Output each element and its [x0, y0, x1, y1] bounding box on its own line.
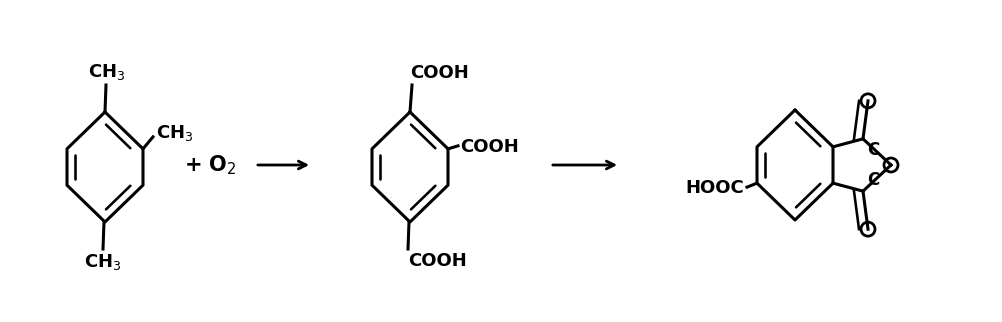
Text: CH$_3$: CH$_3$ — [88, 62, 125, 82]
Text: CH$_3$: CH$_3$ — [156, 123, 193, 143]
Text: CH$_3$: CH$_3$ — [84, 252, 121, 272]
Text: COOH: COOH — [460, 138, 519, 156]
Text: C: C — [867, 141, 879, 159]
Text: C: C — [867, 171, 879, 189]
Text: COOH: COOH — [408, 252, 467, 270]
Text: + O$_2$: + O$_2$ — [183, 153, 236, 177]
Text: HOOC: HOOC — [685, 179, 744, 197]
Text: COOH: COOH — [410, 64, 469, 82]
